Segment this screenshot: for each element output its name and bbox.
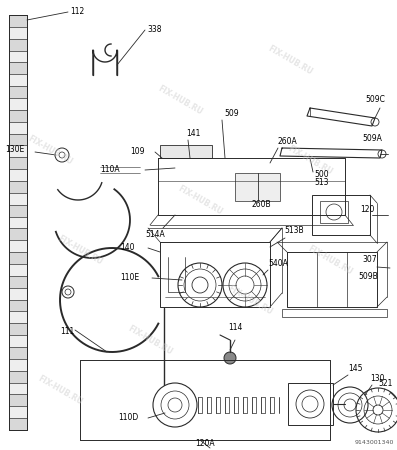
- Bar: [9, 181, 27, 193]
- Text: FIX-HUB.RU: FIX-HUB.RU: [36, 374, 84, 406]
- Text: 109: 109: [130, 148, 145, 157]
- Bar: [312, 195, 370, 235]
- Bar: [9, 323, 27, 335]
- Bar: [320, 201, 348, 223]
- Bar: [9, 63, 27, 74]
- Bar: [9, 406, 27, 418]
- Bar: [9, 50, 27, 63]
- Text: FIX-HUB.RU: FIX-HUB.RU: [26, 134, 74, 166]
- Text: FIX-HUB.RU: FIX-HUB.RU: [56, 234, 104, 266]
- Bar: [288, 383, 333, 425]
- Text: 145: 145: [348, 364, 362, 373]
- Text: FIX-HUB.RU: FIX-HUB.RU: [286, 144, 334, 176]
- Bar: [9, 15, 27, 27]
- Text: 140: 140: [120, 243, 135, 252]
- Text: 114: 114: [228, 323, 243, 332]
- Text: FIX-HUB.RU: FIX-HUB.RU: [176, 184, 224, 216]
- Bar: [9, 134, 27, 145]
- Text: 110E: 110E: [120, 274, 139, 283]
- Bar: [9, 240, 27, 252]
- Text: 509: 509: [224, 109, 239, 118]
- Text: FIX-HUB.RU: FIX-HUB.RU: [226, 284, 274, 316]
- Text: FIX-HUB.RU: FIX-HUB.RU: [306, 243, 354, 276]
- Bar: [9, 27, 27, 39]
- Bar: [235, 173, 280, 201]
- Text: 141: 141: [186, 129, 200, 138]
- Bar: [9, 288, 27, 300]
- Bar: [9, 145, 27, 157]
- Bar: [9, 371, 27, 382]
- Bar: [282, 309, 387, 317]
- Text: 500: 500: [314, 170, 329, 179]
- Text: 509C: 509C: [365, 95, 385, 104]
- Bar: [9, 276, 27, 288]
- Bar: [9, 158, 27, 169]
- Circle shape: [224, 352, 236, 364]
- Text: 112: 112: [70, 8, 84, 17]
- Text: 307: 307: [362, 255, 377, 264]
- Text: 120: 120: [360, 206, 374, 215]
- Text: 130E: 130E: [5, 145, 24, 154]
- Bar: [9, 418, 27, 430]
- Bar: [9, 193, 27, 205]
- Bar: [9, 98, 27, 110]
- Bar: [9, 335, 27, 347]
- Text: 514A: 514A: [145, 230, 165, 239]
- Bar: [9, 229, 27, 240]
- Text: 111: 111: [60, 328, 74, 337]
- Bar: [9, 122, 27, 134]
- Text: 260A: 260A: [278, 137, 298, 146]
- Bar: [9, 311, 27, 323]
- Bar: [9, 252, 27, 264]
- Bar: [160, 145, 212, 158]
- Text: 509A: 509A: [362, 134, 382, 143]
- Text: 513: 513: [314, 178, 328, 187]
- Text: 110D: 110D: [118, 414, 138, 423]
- Bar: [9, 264, 27, 276]
- Text: FIX-HUB.RU: FIX-HUB.RU: [156, 84, 204, 117]
- Bar: [9, 39, 27, 50]
- Text: 120A: 120A: [195, 439, 215, 448]
- Text: FIX-HUB.RU: FIX-HUB.RU: [126, 324, 174, 356]
- Text: 513B: 513B: [284, 226, 304, 235]
- Bar: [9, 74, 27, 86]
- Bar: [9, 216, 27, 229]
- Text: 521: 521: [378, 379, 392, 388]
- Bar: [9, 359, 27, 371]
- Bar: [9, 347, 27, 359]
- Text: 540A: 540A: [268, 259, 288, 268]
- Bar: [9, 110, 27, 122]
- Text: 9143001340: 9143001340: [355, 440, 394, 445]
- Text: 130: 130: [370, 374, 385, 383]
- Bar: [9, 300, 27, 311]
- Text: 509B: 509B: [358, 272, 378, 281]
- Text: 110A: 110A: [100, 166, 119, 175]
- Text: FIX-HUB.RU: FIX-HUB.RU: [266, 44, 314, 76]
- Bar: [9, 86, 27, 98]
- Bar: [9, 395, 27, 406]
- Bar: [9, 205, 27, 216]
- Bar: [9, 382, 27, 395]
- Text: 260B: 260B: [252, 200, 272, 209]
- Bar: [9, 169, 27, 181]
- Text: 338: 338: [147, 26, 162, 35]
